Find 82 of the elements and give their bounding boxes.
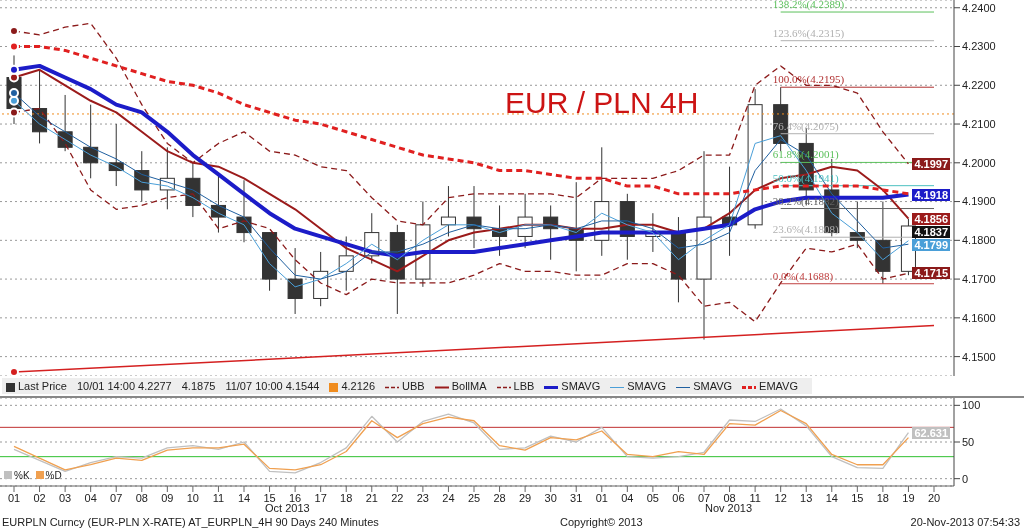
y-tick-label: 4.2100	[962, 117, 996, 130]
y-tick-label: 4.1700	[962, 273, 996, 285]
x-tick-label: 08	[723, 491, 736, 504]
x-tick-label: 01	[7, 491, 21, 504]
y-tick-label: 4.2400	[962, 1, 996, 14]
x-tick-label: 24	[442, 491, 455, 504]
x-tick-label: 23	[416, 491, 430, 504]
y-tick-label: 4.1900	[962, 195, 996, 208]
x-tick-label: 20	[927, 491, 941, 504]
x-tick-label: 11	[212, 491, 225, 504]
x-tick-label: 04	[84, 491, 97, 504]
legend-label: %D	[44, 470, 62, 481]
legend-label: LBB	[512, 380, 535, 392]
x-tick-label: 01	[595, 491, 608, 504]
y-tick-label: 4.1800	[962, 234, 996, 247]
x-tick-label: 31	[570, 491, 583, 504]
y-tick-label: 4.2300	[962, 40, 996, 53]
text: 4.1875	[181, 380, 216, 392]
text: Oct 2013	[265, 502, 310, 514]
x-tick-label: 28	[493, 491, 506, 504]
x-tick-label: 29	[518, 491, 532, 504]
x-tick-label: 03	[58, 491, 72, 504]
x-tick-label: 02	[33, 491, 46, 504]
data-label: 4.1799	[912, 238, 951, 251]
ref-line-label: 38.2%(4.1882)	[772, 194, 839, 207]
x-tick-label: 19	[902, 491, 915, 504]
x-tick-label: 08	[135, 491, 148, 504]
text: Nov 2013	[705, 502, 753, 514]
data-label: 62.631	[912, 426, 951, 439]
x-tick-label: 06	[672, 491, 685, 504]
text: EURPLN Curncy (EUR-PLN X-RATE) AT_EURPLN_4H 90 Days 240 Minutes	[2, 516, 379, 528]
ref-line-label: 0.0%(4.1688)	[772, 269, 834, 282]
legend-label: EMAVG	[758, 380, 798, 392]
x-tick-label: 18	[876, 491, 890, 504]
y-tick-label: 4.1500	[962, 350, 996, 363]
y-tick-label: 100	[962, 399, 981, 412]
legend-label: UBB	[401, 380, 425, 392]
x-tick-label: 13	[800, 491, 813, 504]
text: 4.2126	[340, 380, 376, 392]
x-tick-label: 12	[774, 491, 787, 504]
y-tick-label: 4.2200	[962, 79, 996, 92]
x-tick-label: 16	[288, 491, 302, 504]
data-label: 4.1918	[912, 188, 951, 201]
x-tick-label: 10	[186, 491, 200, 504]
ref-line-label: 138.2%(4.2389)	[772, 0, 845, 11]
x-tick-label: 15	[263, 491, 276, 504]
y-tick-label: 0	[962, 472, 969, 485]
y-tick-label: 4.2000	[962, 156, 996, 169]
y-tick-label: 4.1600	[962, 311, 996, 324]
x-tick-label: 22	[391, 491, 404, 504]
x-tick-label: 07	[697, 491, 711, 504]
annotation: 4.1837	[912, 225, 951, 238]
data-label: 4.1856	[912, 212, 951, 225]
x-tick-label: 05	[646, 491, 660, 504]
x-tick-label: 09	[161, 491, 174, 504]
text: 20-Nov-2013 07:54:33	[910, 516, 1020, 528]
text: 11/07 10:00 4.1544	[225, 380, 320, 392]
text: EUR / PLN 4H	[505, 86, 699, 120]
legend-label: SMAVG	[560, 380, 601, 392]
x-tick-label: 18	[340, 491, 353, 504]
x-tick-label: 04	[621, 491, 634, 504]
x-tick-label: 17	[314, 491, 327, 504]
legend-label: %K	[13, 470, 30, 481]
ref-line-label: 123.6%(4.2315)	[772, 26, 845, 39]
x-tick-label: 14	[237, 491, 251, 504]
x-tick-label: 07	[110, 491, 123, 504]
legend-label: SMAVG	[626, 380, 667, 392]
legend-label: Last Price	[17, 380, 67, 392]
legend-label: BollMA	[450, 380, 487, 392]
data-label: 4.1715	[912, 267, 951, 280]
ref-line-label: 100.0%(4.2195)	[772, 73, 845, 86]
x-tick-label: 11	[749, 491, 761, 504]
x-tick-label: 15	[851, 491, 864, 504]
data-label: 4.1997	[912, 157, 951, 170]
legend-label: SMAVG	[692, 380, 733, 392]
x-tick-label: 21	[365, 491, 378, 504]
text: Copyright© 2013	[560, 516, 643, 528]
x-tick-label: 30	[544, 491, 557, 504]
text: 10/01 14:00 4.2277	[76, 380, 172, 392]
x-tick-label: 25	[467, 491, 481, 504]
y-tick-label: 50	[962, 435, 975, 448]
x-tick-label: 14	[825, 491, 838, 504]
